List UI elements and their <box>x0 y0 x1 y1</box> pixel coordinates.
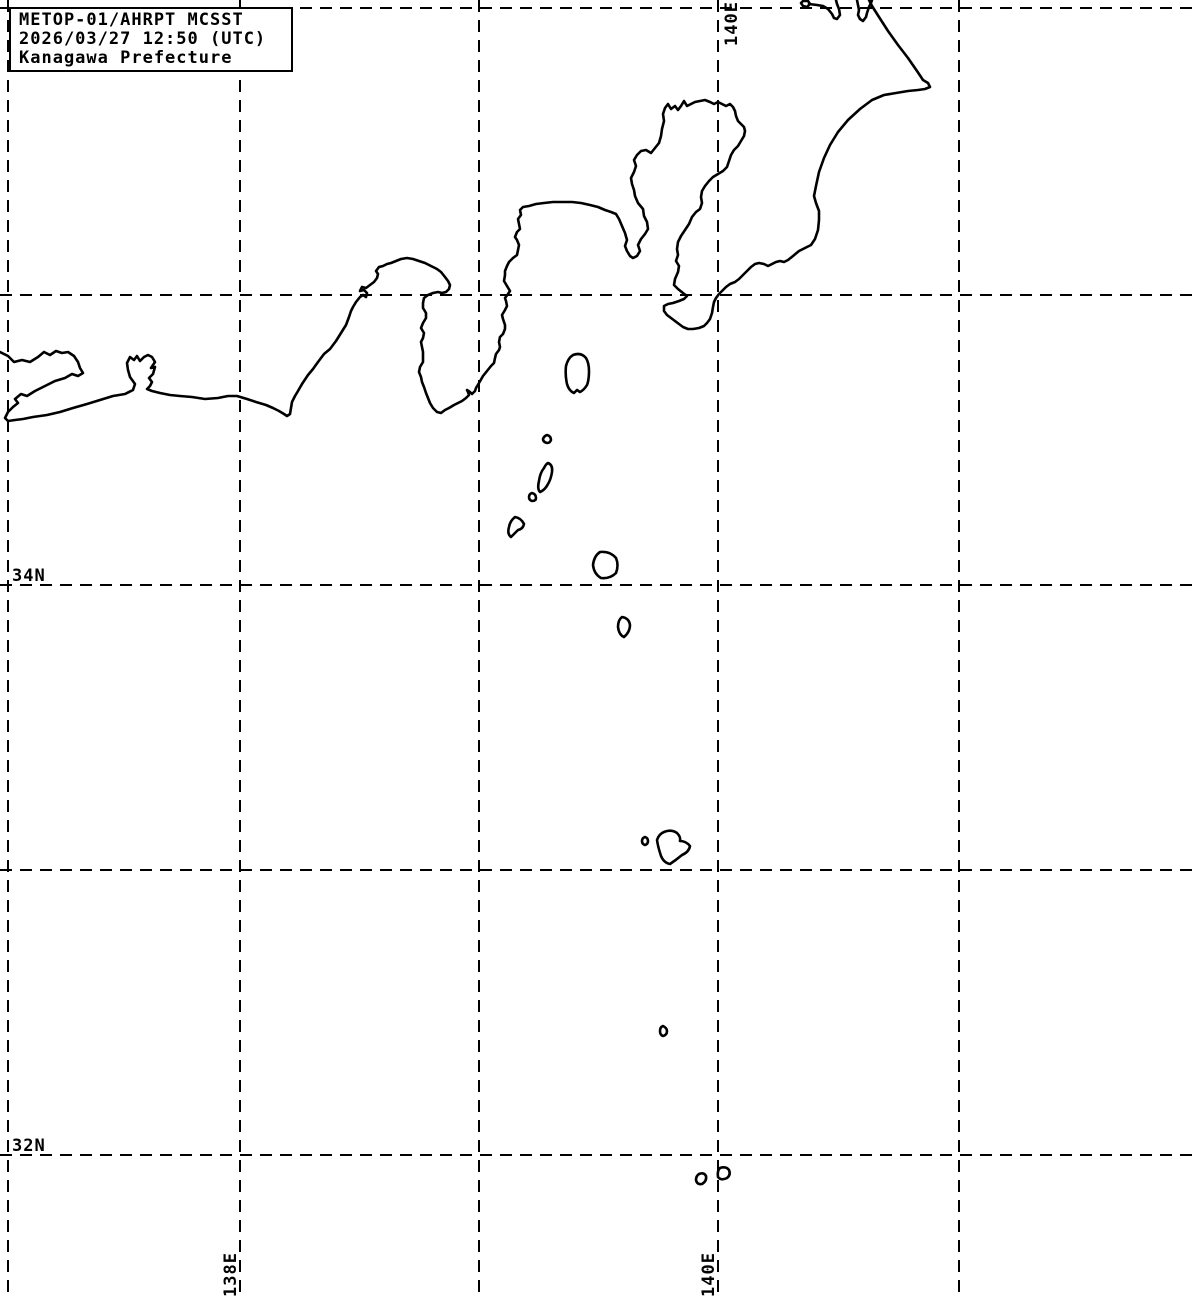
miyakejima-island <box>591 550 619 580</box>
toshima-island <box>541 433 553 445</box>
niijima-island <box>536 461 554 494</box>
tokyo-bay-islet <box>799 0 812 9</box>
hachijo-kojima-island <box>640 835 650 847</box>
shikinejima-island <box>527 491 538 503</box>
map-title-box: METOP-01/AHRPT MCSST 2026/03/27 12:50 (U… <box>9 7 293 72</box>
grid-coordinate-label: 138E <box>221 1252 241 1297</box>
grid-coordinate-label: 34N <box>12 566 46 586</box>
aogashima-island <box>658 1024 669 1038</box>
chiba-coast-inlet-east <box>855 0 874 23</box>
grid-coordinate-label: 32N <box>12 1136 46 1156</box>
satellite-product-title: METOP-01/AHRPT MCSST <box>19 10 244 30</box>
mikurajima-island <box>616 615 632 639</box>
kozushima-island <box>507 515 526 539</box>
region-name: Kanagawa Prefecture <box>19 48 233 68</box>
chiba-coast-inlet-west <box>807 0 842 21</box>
grid-coordinate-label: 140E <box>699 1252 719 1297</box>
honshu-mainland-coast <box>0 0 932 423</box>
observation-datetime: 2026/03/27 12:50 (UTC) <box>19 29 267 49</box>
izu-oshima-island <box>564 352 591 395</box>
hachijojima-island <box>655 829 692 866</box>
bayonnaise-rocks-west <box>694 1172 708 1186</box>
bayonnaise-rocks-east <box>716 1166 731 1181</box>
grid-coordinate-label: 140E <box>722 1 742 46</box>
